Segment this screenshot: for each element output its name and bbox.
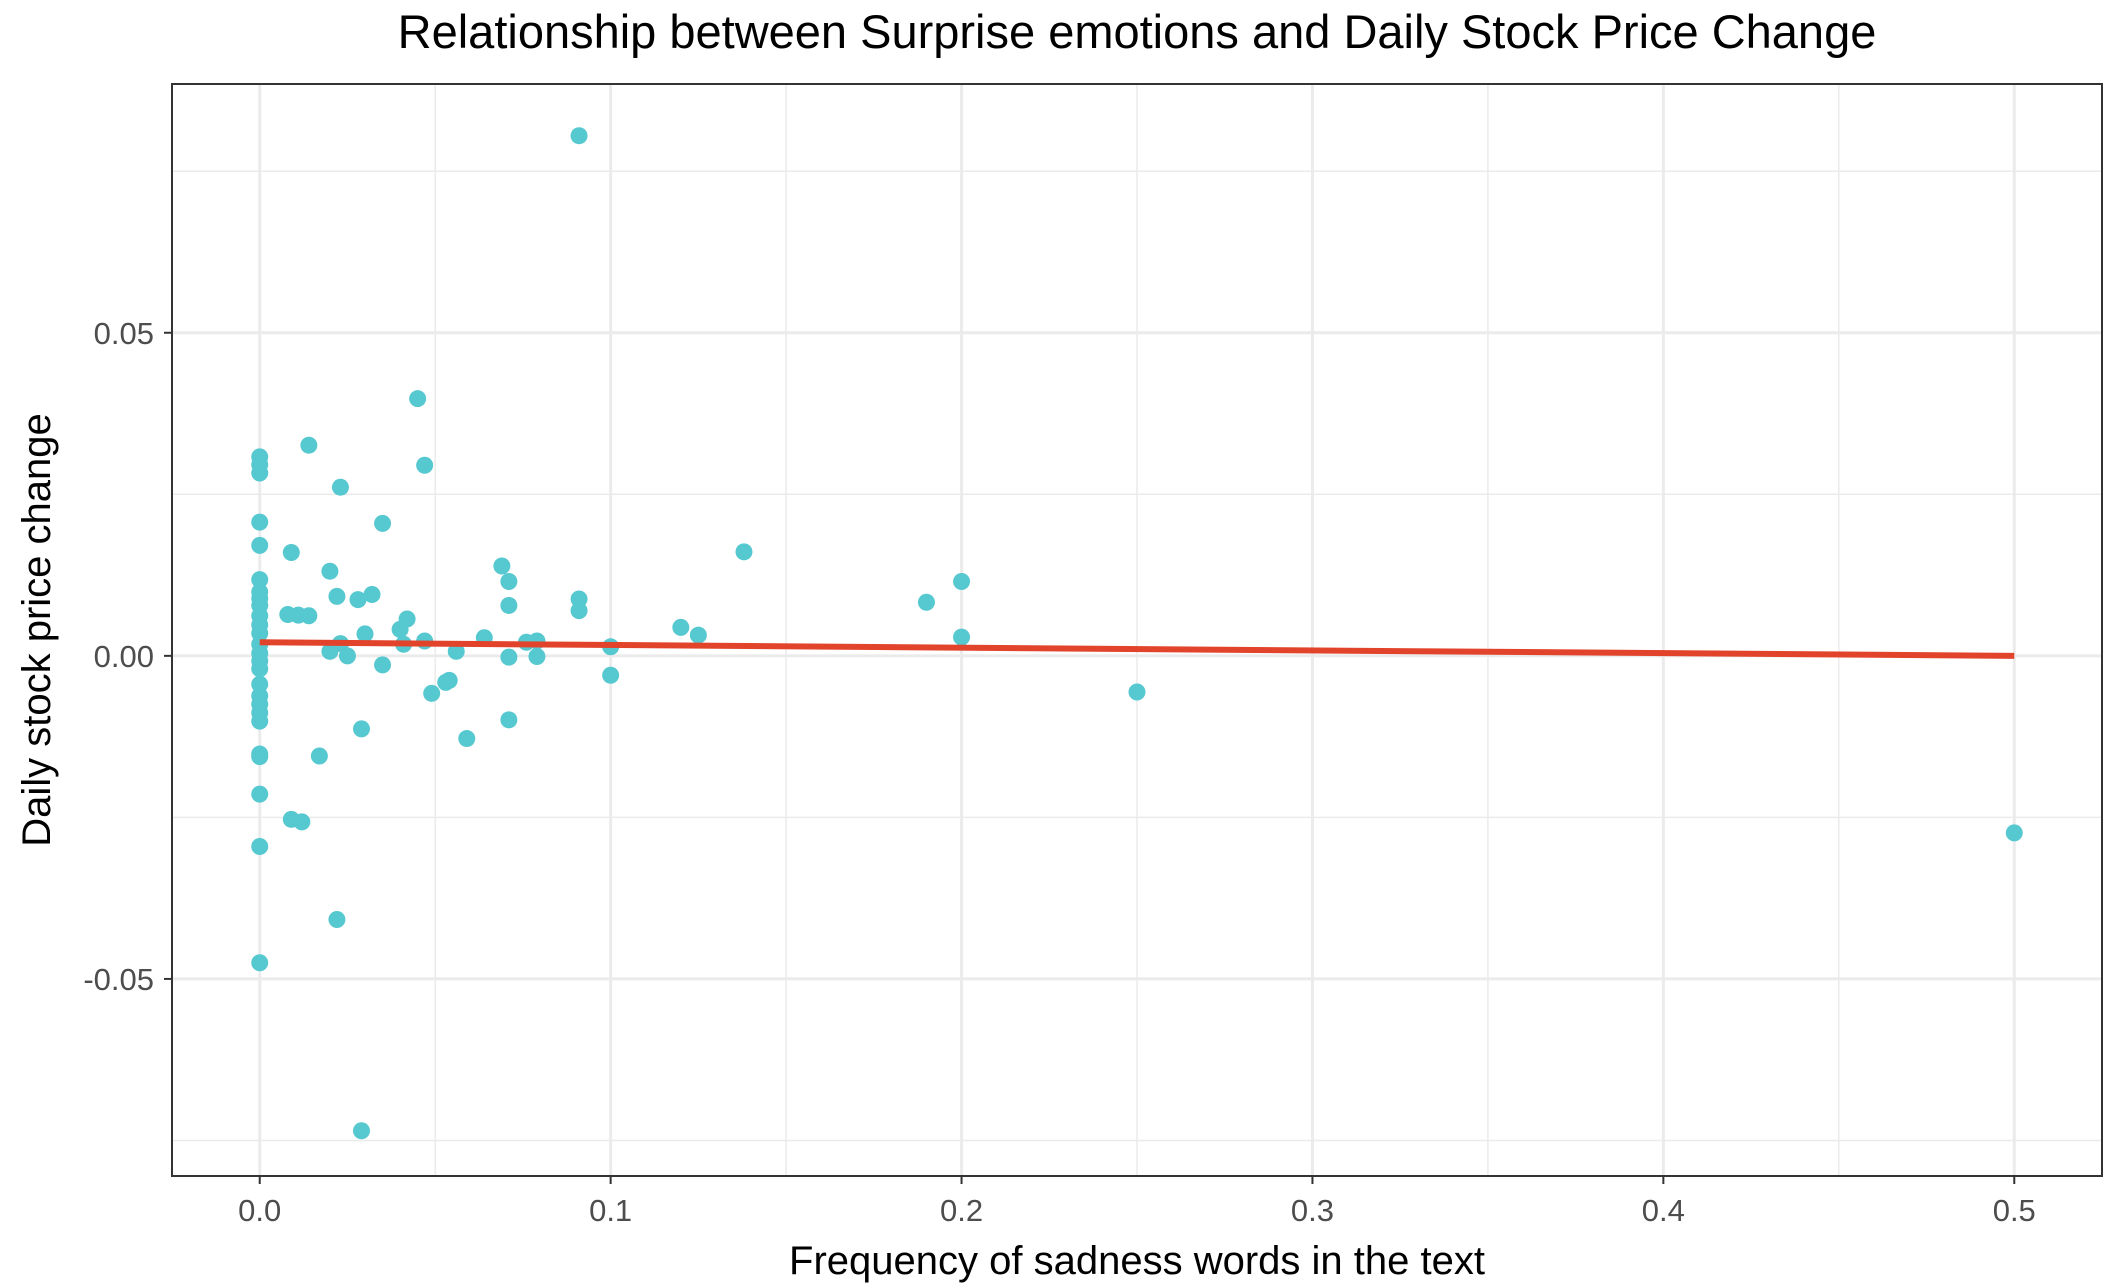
data-point	[321, 562, 339, 580]
data-point	[331, 478, 349, 496]
data-point	[349, 591, 367, 609]
x-tick-label: 0.4	[1642, 1193, 1685, 1228]
data-point	[251, 513, 269, 531]
data-point	[409, 390, 427, 408]
x-tick-label: 0.1	[589, 1193, 632, 1228]
y-axis-title: Daily stock price change	[15, 413, 59, 847]
data-point	[953, 628, 971, 646]
data-point	[374, 656, 392, 674]
x-tick-label: 0.3	[1291, 1193, 1334, 1228]
x-tick-label: 0.0	[238, 1193, 281, 1228]
data-point	[374, 514, 392, 532]
data-point	[310, 747, 328, 765]
data-point	[953, 573, 971, 591]
data-point	[352, 1122, 370, 1140]
data-point	[917, 593, 935, 611]
data-point	[500, 596, 518, 614]
data-point	[251, 837, 269, 855]
data-point	[423, 684, 441, 702]
data-points	[251, 127, 2023, 1140]
x-tick-label: 0.2	[940, 1193, 983, 1228]
x-tick-label: 0.5	[1993, 1193, 2036, 1228]
data-point	[251, 464, 269, 482]
data-point	[251, 536, 269, 554]
data-point	[251, 712, 269, 730]
data-point	[251, 571, 269, 589]
plot-border	[171, 83, 2103, 1177]
x-axis-ticks: 0.0 0.1 0.2 0.3 0.4 0.5	[238, 1176, 2036, 1228]
data-point	[282, 543, 300, 561]
data-point	[363, 585, 381, 603]
data-point	[328, 587, 346, 605]
data-point	[1128, 683, 1146, 701]
y-tick-label: 0.00	[94, 639, 154, 674]
data-point	[356, 625, 374, 643]
data-point	[528, 647, 546, 665]
data-point	[251, 785, 269, 803]
data-point	[437, 673, 455, 691]
data-point	[293, 813, 311, 831]
data-point	[2005, 824, 2023, 842]
y-axis-ticks: -0.05 0.00 0.05	[83, 316, 172, 997]
data-point	[500, 711, 518, 729]
data-point	[416, 456, 434, 474]
data-point	[391, 620, 409, 638]
data-point	[570, 127, 588, 145]
fit-line	[259, 639, 2015, 659]
data-point	[251, 675, 269, 693]
y-tick-label: -0.05	[83, 962, 154, 997]
data-point	[500, 573, 518, 591]
chart-title: Relationship between Surprise emotions a…	[398, 5, 1877, 58]
y-tick-label: 0.05	[94, 316, 154, 351]
data-point	[458, 730, 476, 748]
data-point	[352, 720, 370, 738]
data-point	[735, 543, 753, 561]
data-point	[500, 648, 518, 666]
data-point	[493, 557, 511, 575]
x-axis-title: Frequency of sadness words in the text	[789, 1239, 1485, 1283]
data-point	[328, 910, 346, 928]
data-point	[251, 748, 269, 766]
data-point	[570, 602, 588, 620]
data-point	[300, 436, 318, 454]
data-point	[689, 626, 707, 644]
data-point	[672, 618, 690, 636]
data-point	[251, 954, 269, 972]
data-point	[251, 660, 269, 678]
data-point	[570, 590, 588, 608]
data-point	[321, 642, 339, 660]
data-point	[338, 647, 356, 665]
data-point	[602, 666, 620, 684]
data-point	[447, 642, 465, 660]
data-point	[300, 607, 318, 625]
